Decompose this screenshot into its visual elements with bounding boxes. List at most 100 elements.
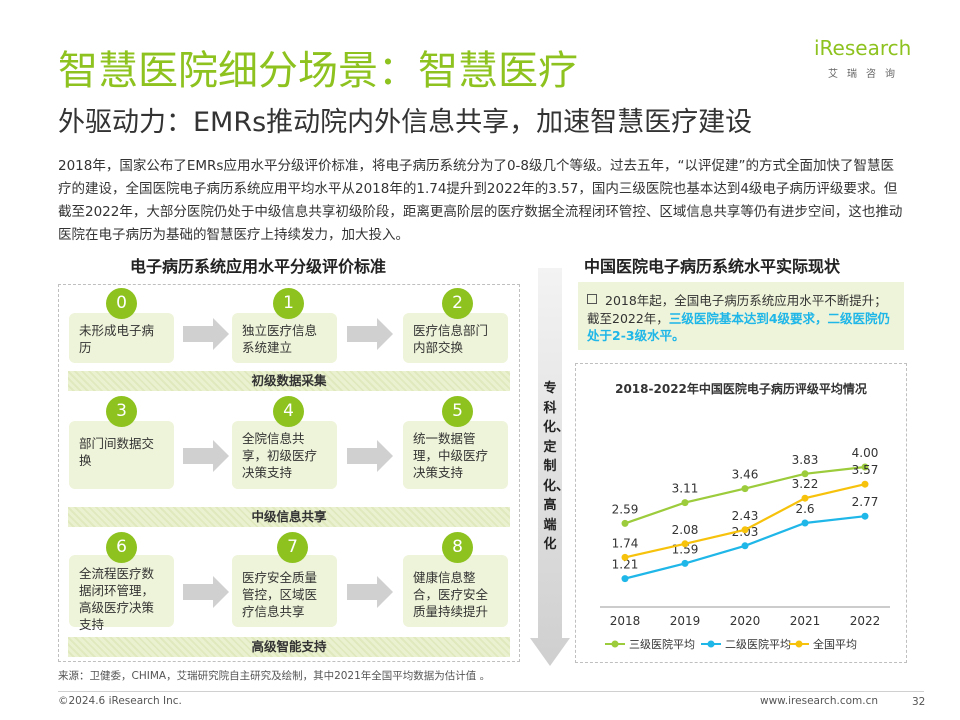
data-label: 1.21 [611, 557, 638, 571]
x-tick-label: 2022 [849, 614, 880, 628]
data-label: 3.83 [791, 452, 818, 466]
data-point [621, 553, 628, 561]
data-point [861, 512, 868, 520]
data-point [621, 519, 628, 527]
data-label: 2.6 [795, 502, 814, 516]
arrow-right-icon [347, 576, 393, 608]
level-text: 统一数据管理，中级医疗决策支持 [413, 431, 489, 480]
data-point [801, 469, 808, 477]
data-point [801, 494, 808, 502]
source-note: 来源：卫健委，CHIMA，艾瑞研究院自主研究及绘制，其中2021年全国平均数据为… [58, 670, 491, 682]
down-arrow-icon [530, 268, 570, 666]
legend-label: 全国平均 [813, 637, 857, 651]
arrow-right-icon [183, 440, 229, 472]
data-label: 2.08 [671, 522, 698, 536]
level-number-4: 4 [273, 396, 304, 427]
data-label: 4.00 [851, 446, 878, 460]
footer-divider [58, 691, 924, 692]
legend-label: 三级医院平均 [629, 637, 695, 651]
data-label: 3.57 [851, 463, 878, 477]
level-text: 部门间数据交换 [79, 436, 155, 468]
trend-arrow: 专科化、定制化、高端化 [530, 268, 570, 666]
level-box-1: 独立医疗信息系统建立 [232, 313, 337, 363]
data-label: 2.43 [731, 508, 758, 522]
level-number-1: 1 [273, 288, 304, 319]
iresearch-logo: iResearch 艾瑞咨询 [814, 34, 924, 84]
legend-swatch-marker [611, 640, 618, 647]
level-box-0: 未形成电子病历 [69, 313, 174, 363]
note-text: 2018年起，全国电子病历系统应用水平不断提升；截至2022年， [587, 293, 887, 326]
bullet-square-icon [587, 294, 597, 304]
data-point [741, 541, 748, 549]
data-label: 3.22 [791, 477, 818, 491]
level-box-4: 全院信息共享，初级医疗决策支持 [232, 421, 337, 489]
legend-label: 二级医院平均 [725, 637, 791, 651]
level-box-8: 健康信息整合，医疗安全质量持续提升 [403, 555, 508, 627]
data-label: 3.46 [731, 467, 758, 481]
chart-title: 2018-2022年中国医院电子病历评级平均情况 [615, 381, 867, 396]
copyright: ©2024.6 iResearch Inc. [58, 695, 182, 707]
data-point [681, 498, 688, 506]
right-section-title: 中国医院电子病历系统水平实际现状 [584, 257, 841, 276]
level-number-7: 7 [277, 532, 308, 563]
arrow-right-icon [347, 440, 393, 472]
data-point [681, 559, 688, 567]
level-text: 未形成电子病历 [79, 323, 155, 355]
tier-band-advanced: 高级智能支持 [68, 637, 510, 657]
level-text: 全流程医疗数据闭环管理，高级医疗决策支持 [79, 566, 155, 632]
line-chart: 2018-2022年中国医院电子病历评级平均情况 2018 2019 2020 2021… [599, 381, 890, 651]
left-section-title: 电子病历系统应用水平分级评价标准 [130, 257, 387, 276]
level-number-0: 0 [106, 288, 137, 319]
data-label: 1.74 [611, 536, 638, 550]
data-point [681, 539, 688, 547]
data-point [861, 480, 868, 488]
data-label: 2.59 [611, 502, 638, 516]
chart-panel: 2018-2022年中国医院电子病历评级平均情况 2018 2019 2020 2021… [575, 363, 907, 663]
data-point [801, 519, 808, 526]
data-point [741, 525, 748, 533]
logo-subtext: 艾瑞咨询 [828, 69, 904, 80]
x-tick-label: 2019 [669, 614, 700, 628]
note-highlight: 三级医院基本达到4级要求，二级医院仍处于2-3级水平。 [587, 310, 891, 344]
data-point [621, 574, 628, 582]
level-number-3: 3 [106, 396, 137, 427]
logo-text: iResearch [814, 36, 912, 60]
site-url[interactable]: www.iresearch.com.cn [760, 695, 879, 707]
page-subtitle: 外驱动力：EMRs推动院内外信息共享，加速智慧医疗建设 [58, 107, 753, 138]
level-text: 独立医疗信息系统建立 [242, 323, 318, 355]
x-tick-label: 2020 [729, 614, 760, 628]
arrow-right-icon [183, 576, 229, 608]
level-number-8: 8 [442, 532, 473, 563]
arrow-right-icon [347, 318, 393, 350]
level-text: 健康信息整合，医疗安全质量持续提升 [413, 570, 489, 619]
trend-label: 专科化、定制化、高端化 [530, 379, 570, 555]
x-tick-label: 2018 [609, 614, 640, 628]
arrow-right-icon [183, 318, 229, 350]
legend-swatch-marker [795, 640, 802, 647]
level-text: 医疗安全质量管控，区域医疗信息共享 [242, 570, 318, 619]
level-text: 全院信息共享，初级医疗决策支持 [242, 431, 318, 480]
intro-paragraph: 2018年，国家公布了EMRs应用水平分级评价标准，将电子病历系统分为了0-8级… [58, 158, 903, 243]
trend-label-text: 专科化、定制化、高端化 [543, 381, 570, 552]
level-box-5: 统一数据管理，中级医疗决策支持 [403, 421, 508, 489]
page-title: 智慧医院细分场景：智慧医疗 [58, 48, 578, 94]
emr-level-standard-panel: 未形成电子病历 0 独立医疗信息系统建立 1 医疗信息部门内部交换 2 初级数据… [58, 284, 520, 662]
level-text: 医疗信息部门内部交换 [413, 323, 489, 355]
data-label: 3.11 [671, 481, 698, 495]
x-tick-label: 2021 [789, 614, 820, 628]
legend-swatch-marker [707, 640, 714, 647]
level-box-7: 医疗安全质量管控，区域医疗信息共享 [232, 555, 337, 627]
tier-band-basic: 初级数据采集 [68, 371, 510, 391]
data-label: 2.77 [851, 495, 878, 509]
page-number: 32 [912, 696, 926, 708]
level-number-2: 2 [442, 288, 473, 319]
level-number-5: 5 [442, 396, 473, 427]
level-box-2: 医疗信息部门内部交换 [403, 313, 508, 363]
data-point [861, 463, 868, 470]
status-note: 2018年起，全国电子病历系统应用水平不断提升；截至2022年，三级医院基本达到… [578, 282, 904, 350]
tier-band-intermediate: 中级信息共享 [68, 507, 510, 527]
level-number-6: 6 [106, 532, 137, 563]
level-box-6: 全流程医疗数据闭环管理，高级医疗决策支持 [69, 555, 174, 632]
level-box-3: 部门间数据交换 [69, 421, 174, 489]
data-point [741, 484, 748, 492]
